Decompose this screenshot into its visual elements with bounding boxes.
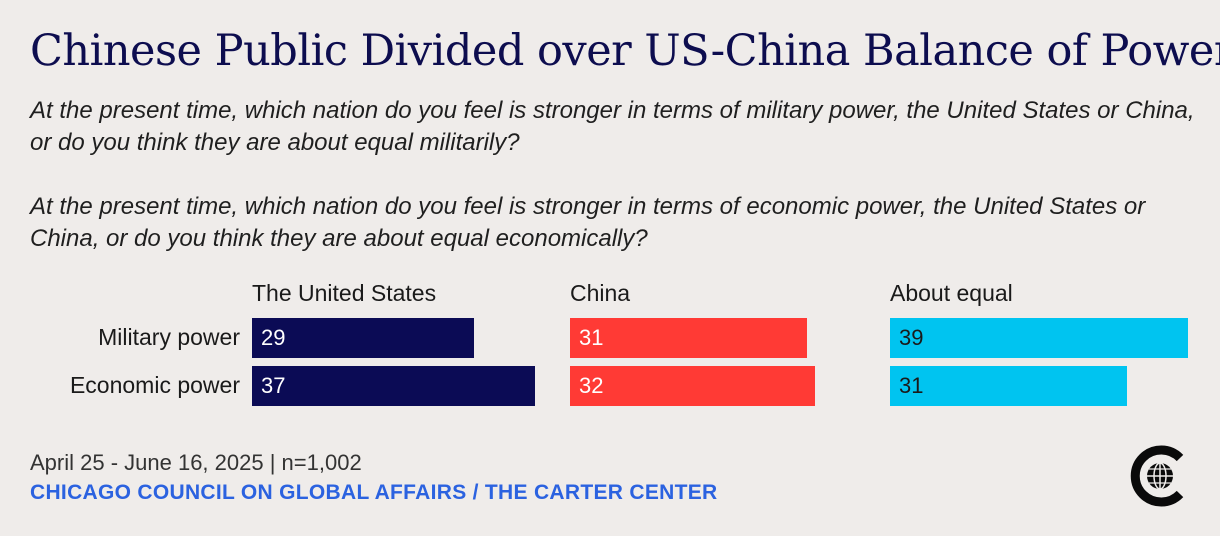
- bar-the-united-states-economic-power: [252, 366, 535, 406]
- row-label-economic-power: Economic power: [69, 372, 240, 398]
- question-military: At the present time, which nation do you…: [30, 97, 1195, 156]
- series-header-the-united-states: The United States: [252, 280, 437, 306]
- row-label-military-power: Military power: [98, 324, 240, 350]
- question-economic: At the present time, which nation do you…: [30, 193, 1146, 252]
- data-label-china-military-power: 31: [579, 325, 604, 350]
- data-label-about-equal-economic-power: 31: [899, 373, 924, 398]
- series-header-about-equal: About equal: [890, 280, 1013, 306]
- data-label-about-equal-military-power: 39: [899, 325, 924, 350]
- bar-china-economic-power: [570, 366, 815, 406]
- bar-china-military-power: [570, 318, 807, 358]
- data-label-the-united-states-economic-power: 37: [261, 373, 286, 398]
- source-credit: CHICAGO COUNCIL ON GLOBAL AFFAIRS / THE …: [30, 481, 718, 504]
- bar-about-equal-economic-power: [890, 366, 1127, 406]
- chicago-council-logo-icon: [1130, 445, 1184, 507]
- bar-about-equal-military-power: [890, 318, 1188, 358]
- data-label-china-economic-power: 32: [579, 373, 604, 398]
- survey-dates: April 25 - June 16, 2025 | n=1,002: [30, 450, 362, 475]
- chart-title: Chinese Public Divided over US-China Bal…: [30, 26, 1220, 76]
- series-header-china: China: [570, 280, 631, 306]
- bar-the-united-states-military-power: [252, 318, 474, 358]
- data-label-the-united-states-military-power: 29: [261, 325, 286, 350]
